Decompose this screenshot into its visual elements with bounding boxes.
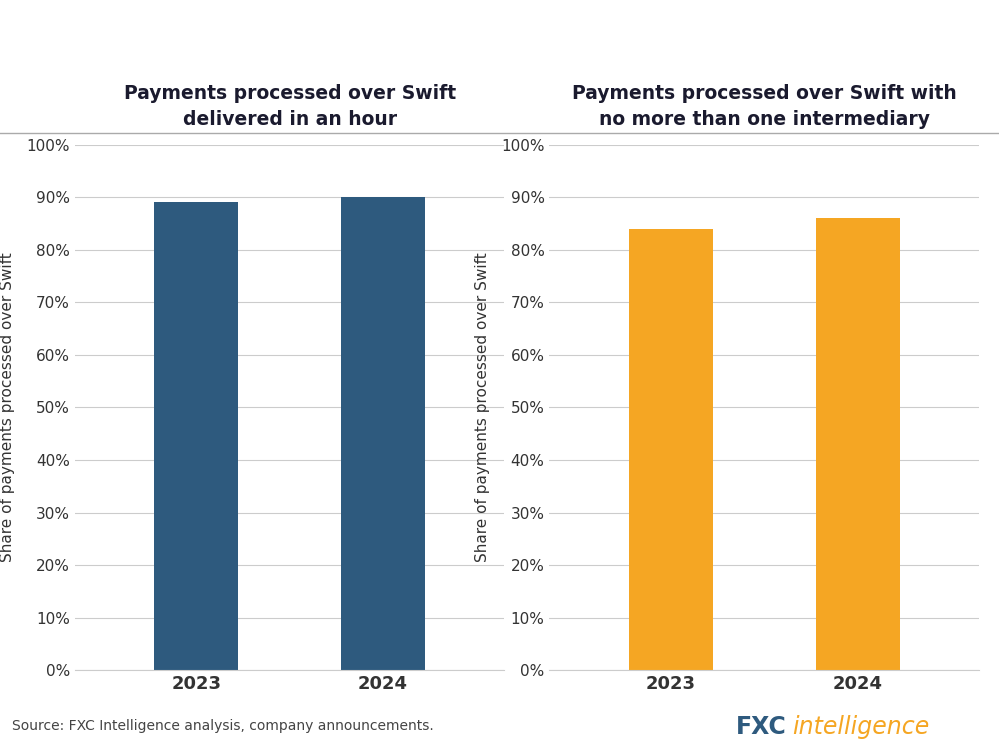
Text: Source: FXC Intelligence analysis, company announcements.: Source: FXC Intelligence analysis, compa… [12,718,434,733]
Bar [628,228,713,670]
Bar [154,202,239,670]
Text: FXC: FXC [735,715,786,739]
Text: intelligence: intelligence [792,715,929,739]
Text: Share of Swift payments delivered in a day and with one intermediary or less: Share of Swift payments delivered in a d… [12,91,737,109]
Bar [341,197,426,670]
Title: Payments processed over Swift
delivered in an hour: Payments processed over Swift delivered … [124,84,456,129]
Y-axis label: Share of payments processed over Swift: Share of payments processed over Swift [0,252,15,562]
Title: Payments processed over Swift with
no more than one intermediary: Payments processed over Swift with no mo… [571,84,957,129]
Y-axis label: Share of payments processed over Swift: Share of payments processed over Swift [475,252,490,562]
Text: Swift continues to refine speed and efficiency: Swift continues to refine speed and effi… [12,26,733,54]
Bar [815,218,900,670]
